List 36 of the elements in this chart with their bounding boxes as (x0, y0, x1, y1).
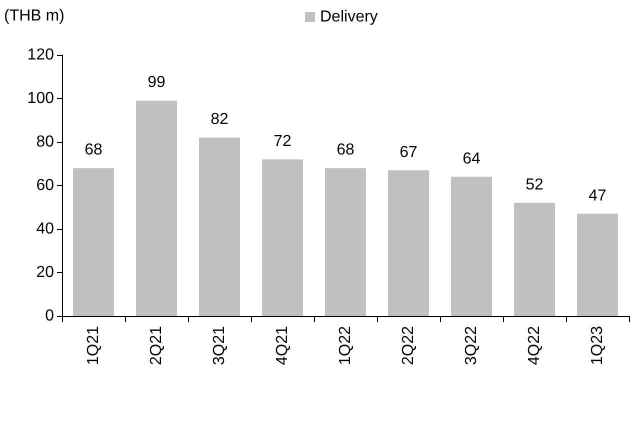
bar (136, 100, 177, 316)
x-tick-label: 1Q23 (589, 326, 606, 366)
y-tick-label: 0 (45, 308, 54, 324)
x-tick-label: 3Q22 (463, 326, 480, 366)
y-tick-label: 100 (27, 90, 54, 107)
data-label: 82 (210, 111, 228, 128)
data-label: 68 (336, 142, 354, 159)
bar (262, 159, 303, 316)
y-tick-label: 20 (36, 264, 54, 281)
bar (451, 176, 492, 316)
legend-label: Delivery (320, 8, 378, 26)
data-label: 47 (588, 187, 606, 204)
bar (514, 202, 555, 316)
y-axis-title: (THB m) (4, 8, 64, 24)
bar (73, 168, 114, 316)
x-tick-label: 2Q21 (148, 326, 165, 366)
data-label: 68 (84, 142, 102, 159)
x-tick-label: 4Q21 (274, 326, 291, 366)
x-tick-label: 2Q22 (400, 326, 417, 366)
x-tick-label: 1Q22 (337, 326, 354, 366)
y-tick-label: 80 (36, 134, 54, 150)
data-label: 72 (274, 132, 292, 150)
data-label: 99 (148, 74, 166, 92)
x-tick-label: 1Q21 (85, 326, 102, 366)
bar (577, 214, 618, 316)
x-tick-label: 4Q22 (526, 326, 543, 366)
bar (325, 168, 366, 316)
y-tick-label: 60 (36, 177, 54, 194)
x-tick-label: 3Q21 (211, 326, 228, 366)
y-tick-label: 120 (27, 46, 54, 64)
y-tick-label: 40 (36, 220, 54, 238)
data-label: 64 (462, 150, 480, 168)
data-label: 67 (400, 144, 418, 161)
bar (388, 170, 429, 316)
data-label: 52 (526, 176, 544, 194)
bar (199, 138, 240, 316)
